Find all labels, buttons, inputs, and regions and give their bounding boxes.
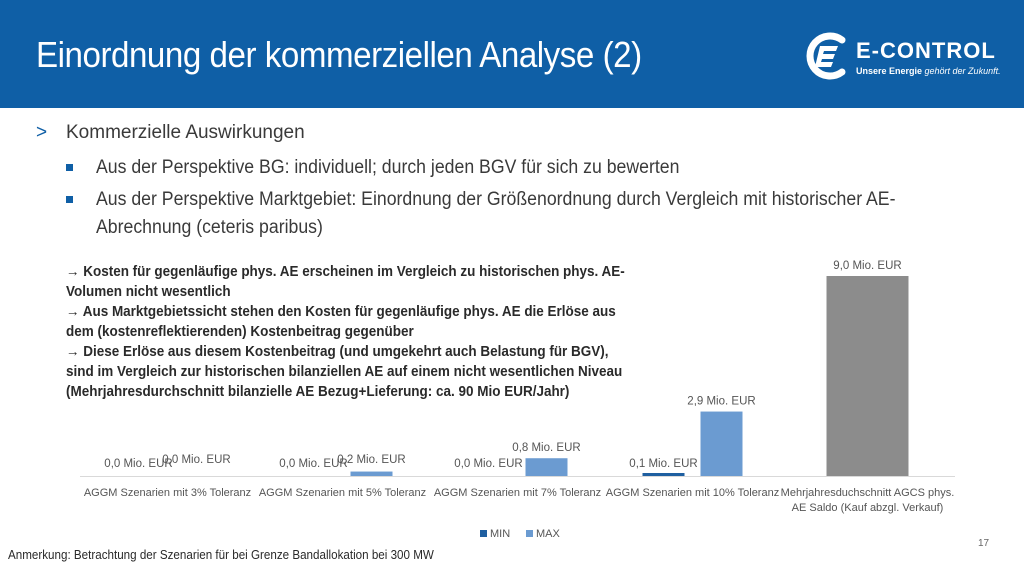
legend-label: MIN: [490, 528, 510, 540]
category-label: Mehrjahresduchschnitt AGCS phys.: [781, 487, 955, 499]
legend-swatch-max: [526, 530, 533, 537]
data-label: 0,8 Mio. EUR: [512, 442, 580, 454]
data-label: 0,0 Mio. EUR: [279, 458, 347, 470]
data-label: 0,0 Mio. EUR: [162, 454, 230, 466]
logo-tagline-bold: Unsere Energie: [856, 66, 923, 76]
page-number: 17: [978, 538, 990, 549]
bar-max: [525, 458, 568, 476]
square-bullet-icon: [66, 164, 73, 171]
note-line: → Aus Marktgebietssicht stehen den Koste…: [66, 304, 616, 320]
category-label: AE Saldo (Kauf abzgl. Verkauf): [792, 502, 944, 514]
category-label: AGGM Szenarien mit 5% Toleranz: [259, 487, 426, 499]
logo-tagline-italic: gehört der Zukunft.: [922, 66, 1001, 76]
bullet-level2-line: Abrechnung (ceteris paribus): [96, 217, 323, 238]
bar-saldo: [826, 276, 909, 476]
note-line: → Diese Erlöse aus diesem Kostenbeitrag …: [66, 344, 609, 360]
category-label: AGGM Szenarien mit 3% Toleranz: [84, 487, 251, 499]
category-label: AGGM Szenarien mit 10% Toleranz: [606, 487, 779, 499]
legend-label: MAX: [536, 528, 561, 540]
note-line: (Mehrjahresdurchschnitt bilanzielle AE B…: [66, 384, 570, 400]
data-label: 0,0 Mio. EUR: [104, 458, 172, 470]
e-control-logo-icon: [806, 32, 846, 80]
bullet-level2-item: Aus der Perspektive BG: individuell; dur…: [36, 154, 956, 182]
bullet-level1-text: Kommerzielle Auswirkungen: [66, 122, 305, 143]
category-label: AGGM Szenarien mit 7% Toleranz: [434, 487, 601, 499]
footnote: Anmerkung: Betrachtung der Szenarien für…: [8, 548, 434, 562]
note-line: Volumen nicht wesentlich: [66, 284, 231, 300]
note-line: → Kosten für gegenläufige phys. AE ersch…: [66, 264, 625, 280]
data-label: 0,0 Mio. EUR: [454, 458, 522, 470]
bullet-level1: > Kommerzielle Auswirkungen: [36, 122, 956, 150]
data-label: 9,0 Mio. EUR: [833, 260, 901, 272]
bar-max: [700, 411, 743, 476]
legend-swatch-min: [480, 530, 487, 537]
data-label: 0,1 Mio. EUR: [629, 458, 697, 470]
note-text-box: → Kosten für gegenläufige phys. AE ersch…: [66, 262, 666, 402]
chevron-marker-icon: >: [36, 122, 48, 143]
bullet-level2-line: Aus der Perspektive Marktgebiet: Einordn…: [96, 189, 896, 210]
logo-wordmark: E-CONTROL: [856, 38, 996, 63]
logo-tagline: Unsere Energie gehört der Zukunft.: [856, 66, 1001, 76]
bullet-list: > Kommerzielle Auswirkungen Aus der Pers…: [36, 122, 956, 242]
data-label: 2,9 Mio. EUR: [687, 396, 755, 408]
square-bullet-icon: [66, 196, 73, 203]
data-label: 0,2 Mio. EUR: [337, 454, 405, 466]
bar-min: [642, 473, 685, 476]
title-bar: Einordnung der kommerziellen Analyse (2)…: [0, 0, 1024, 108]
note-line: dem (kostenreflektierenden) Kostenbeitra…: [66, 324, 414, 340]
e-control-logo: E-CONTROL Unsere Energie gehört der Zuku…: [800, 28, 1001, 84]
bar-max: [350, 471, 393, 476]
note-line: sind im Vergleich zur historischen bilan…: [66, 364, 623, 380]
bullet-level2-line: Aus der Perspektive BG: individuell; dur…: [96, 157, 680, 178]
slide-title: Einordnung der kommerziellen Analyse (2): [36, 34, 642, 75]
bullet-level2-item: Aus der Perspektive Marktgebiet: Einordn…: [36, 186, 956, 242]
